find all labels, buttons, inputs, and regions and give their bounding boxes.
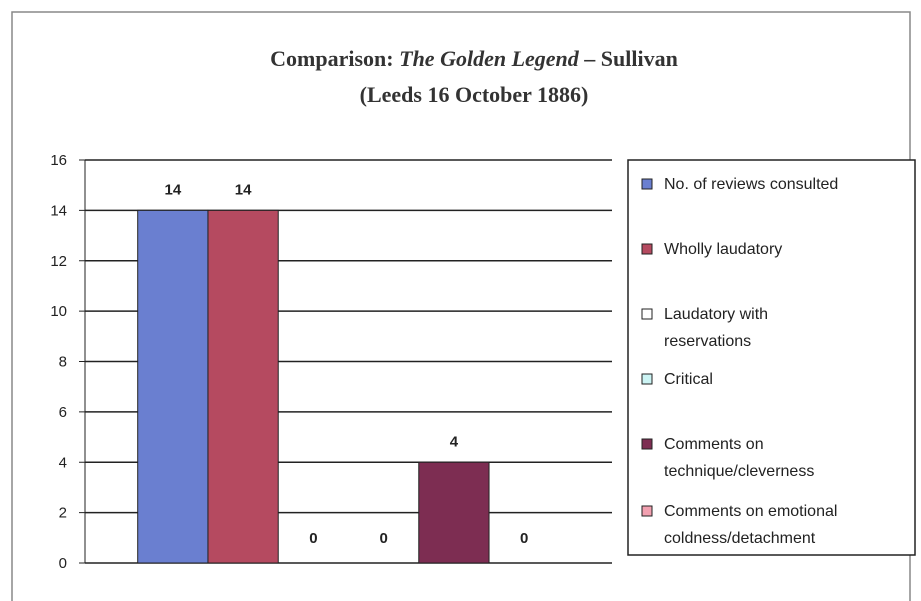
y-tick-label: 2 bbox=[59, 505, 67, 522]
legend-swatch bbox=[641, 373, 653, 385]
data-label: 0 bbox=[520, 530, 528, 547]
bar bbox=[137, 209, 209, 564]
legend-label: No. of reviews consulted bbox=[664, 176, 838, 193]
chart-subtitle: (Leeds 16 October 1886) bbox=[360, 82, 589, 107]
data-label: 14 bbox=[164, 181, 181, 198]
bar bbox=[418, 461, 490, 564]
y-tick-label: 0 bbox=[59, 555, 67, 572]
legend-swatch bbox=[641, 178, 653, 190]
legend-swatch bbox=[641, 308, 653, 320]
legend-box bbox=[627, 159, 916, 556]
legend-label: Laudatory with reservations bbox=[664, 306, 768, 350]
y-tick-label: 16 bbox=[50, 152, 67, 169]
legend-label: Comments on technique/cleverness bbox=[664, 436, 814, 480]
y-tick-label: 14 bbox=[50, 202, 67, 219]
legend-swatch bbox=[641, 243, 653, 255]
y-tick-label: 10 bbox=[50, 303, 67, 320]
legend-swatch bbox=[641, 438, 653, 450]
y-tick-label: 12 bbox=[50, 253, 67, 270]
data-label: 4 bbox=[450, 433, 459, 450]
data-label: 14 bbox=[235, 181, 252, 198]
legend-label: Wholly laudatory bbox=[664, 241, 782, 258]
bar bbox=[207, 209, 279, 564]
data-label: 0 bbox=[379, 530, 387, 547]
legend-label: Comments on emotional coldness/detachment bbox=[664, 503, 837, 547]
legend-swatch bbox=[641, 505, 653, 517]
legend-label: Critical bbox=[664, 371, 713, 388]
chart-title: Comparison: The Golden Legend – Sullivan bbox=[270, 46, 678, 71]
data-label: 0 bbox=[309, 530, 317, 547]
y-tick-label: 4 bbox=[59, 454, 67, 471]
y-tick-label: 8 bbox=[59, 354, 67, 371]
y-tick-label: 6 bbox=[59, 404, 67, 421]
